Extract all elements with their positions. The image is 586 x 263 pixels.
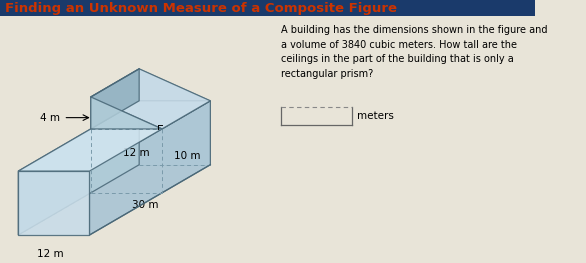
Polygon shape <box>18 101 210 171</box>
Polygon shape <box>91 69 139 129</box>
Text: 12 m: 12 m <box>123 148 150 158</box>
Text: A building has the dimensions shown in the figure and
a volume of 3840 cubic met: A building has the dimensions shown in t… <box>281 25 548 79</box>
Polygon shape <box>18 101 139 235</box>
Text: meters: meters <box>357 111 394 121</box>
Text: 12 m: 12 m <box>36 249 63 259</box>
Polygon shape <box>90 101 210 235</box>
Polygon shape <box>91 69 210 129</box>
Text: 30 m: 30 m <box>132 200 158 210</box>
FancyBboxPatch shape <box>0 0 535 16</box>
Text: Finding an Unknown Measure of a Composite Figure: Finding an Unknown Measure of a Composit… <box>5 2 397 15</box>
Text: 4 m: 4 m <box>40 113 60 123</box>
Polygon shape <box>18 171 90 235</box>
Polygon shape <box>139 69 210 101</box>
Polygon shape <box>91 97 162 129</box>
Text: 10 m: 10 m <box>173 151 200 161</box>
Polygon shape <box>139 101 210 165</box>
